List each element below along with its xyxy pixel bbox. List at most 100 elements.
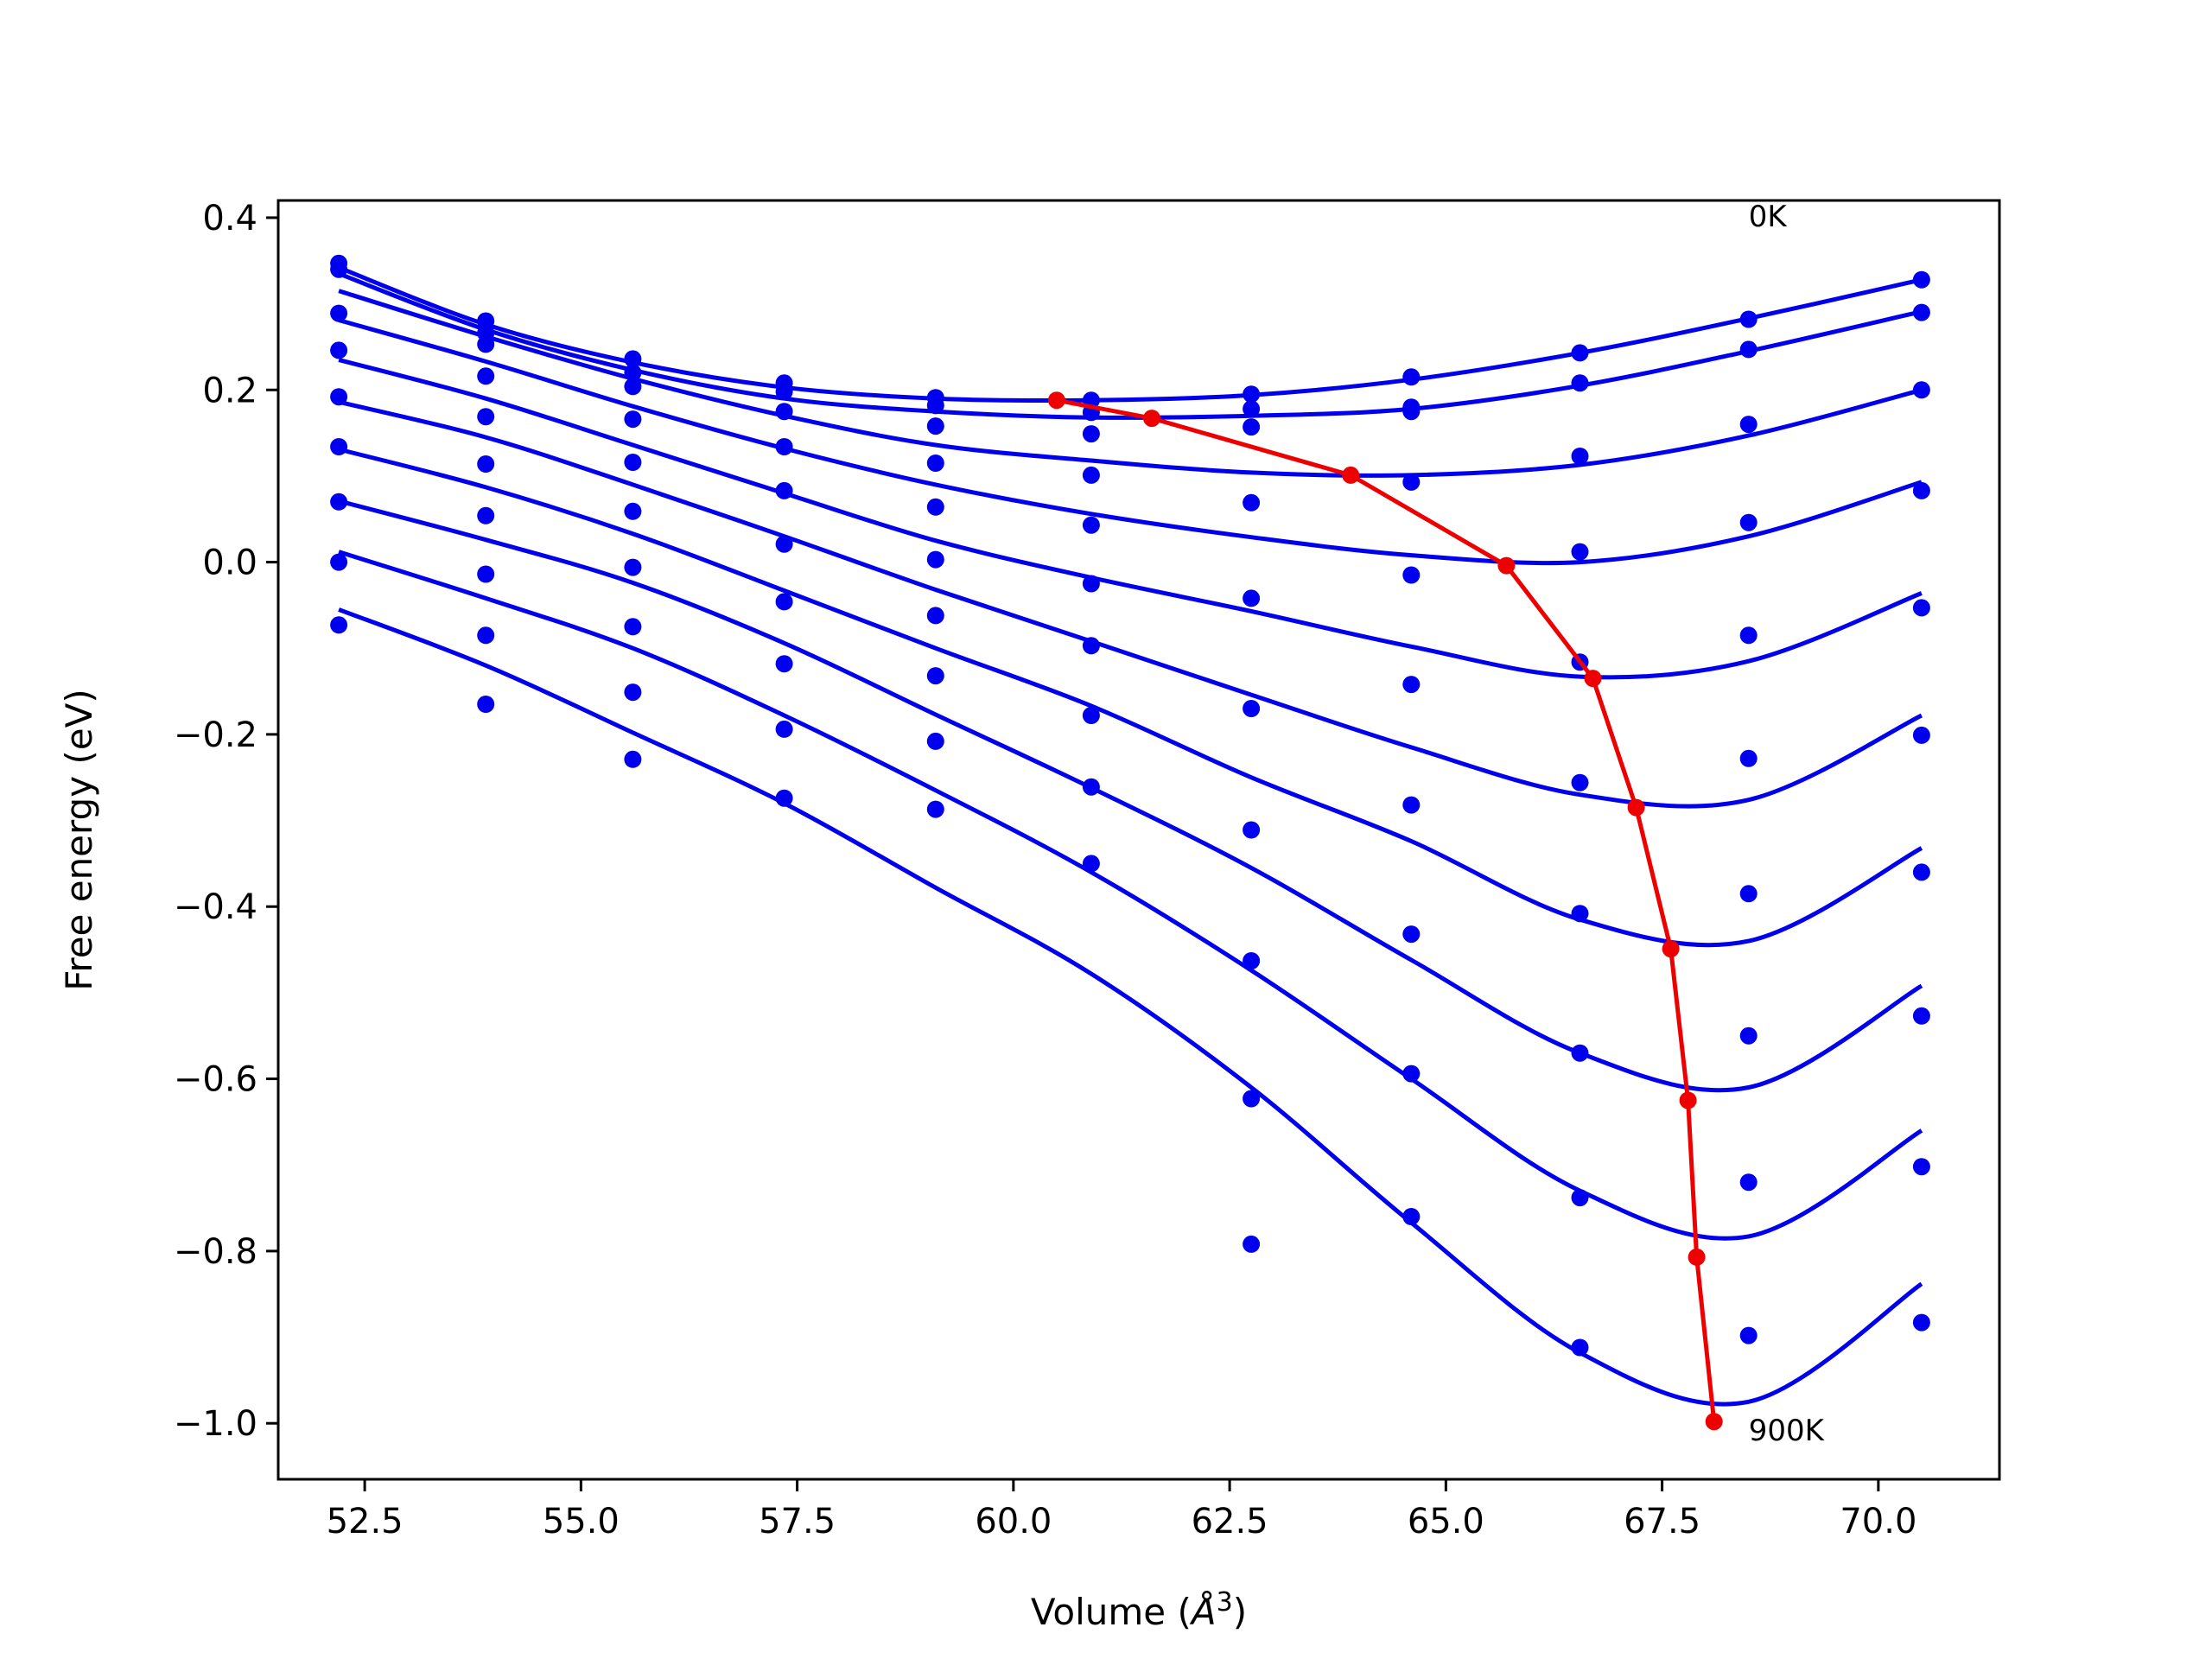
data-point	[926, 498, 944, 516]
data-point	[477, 626, 495, 645]
data-point	[1082, 637, 1100, 655]
data-point	[624, 410, 642, 429]
x-axis-title-unit: Å	[1189, 1590, 1217, 1633]
data-point	[1571, 448, 1589, 465]
data-point	[1912, 863, 1930, 881]
data-point	[1571, 1189, 1589, 1207]
x-axis-title-main: Volume (	[1031, 1591, 1192, 1633]
x-tick-label: 65.0	[1408, 1502, 1484, 1541]
data-point	[775, 383, 793, 401]
y-axis: 0.4 0.2 0.0 −0.2 −0.4 −0.6 −0.8 −1.0	[174, 199, 278, 1444]
data-point	[1082, 778, 1100, 796]
x-tick-label: 67.5	[1624, 1502, 1700, 1541]
minimum-point	[1047, 391, 1065, 410]
data-point	[926, 732, 944, 750]
data-point	[1243, 385, 1261, 404]
data-point	[330, 616, 348, 634]
data-point	[1912, 599, 1930, 617]
data-point	[1243, 821, 1261, 839]
data-point	[477, 335, 495, 353]
data-point	[1082, 707, 1100, 724]
x-tick-label: 55.0	[543, 1502, 620, 1541]
data-point	[775, 720, 793, 738]
data-point	[1402, 925, 1421, 944]
data-point	[1402, 473, 1421, 491]
data-point	[330, 260, 348, 278]
data-point	[1402, 676, 1421, 694]
data-point	[330, 304, 348, 322]
data-point	[1082, 425, 1100, 443]
minimum-line	[1056, 397, 1717, 1422]
y-tick-label: −0.6	[174, 1060, 257, 1100]
data-point	[1082, 466, 1100, 484]
data-point	[1739, 1173, 1758, 1192]
fit-curve-5	[338, 399, 1923, 809]
data-point	[1739, 340, 1758, 359]
data-point	[1243, 418, 1261, 436]
data-point	[1243, 952, 1261, 969]
data-point	[775, 789, 793, 807]
fit-curve-9	[338, 607, 1923, 1407]
data-point	[1739, 416, 1758, 434]
data-point	[1243, 493, 1261, 512]
data-point	[477, 312, 495, 330]
data-point	[624, 378, 642, 396]
data-point	[1243, 1235, 1261, 1253]
data-point	[926, 417, 944, 435]
data-point	[1912, 381, 1930, 399]
y-tick-label: 0.0	[202, 543, 257, 583]
temperature-annotation: 0K	[1749, 200, 1789, 234]
data-point	[624, 750, 642, 768]
data-point	[1739, 626, 1758, 645]
data-point	[1912, 726, 1930, 744]
data-point	[926, 550, 944, 569]
fit-curve-1	[338, 271, 1923, 420]
minimum-point	[1143, 410, 1160, 428]
data-point	[775, 481, 793, 499]
minimum-point	[1679, 1091, 1697, 1109]
data-point	[330, 388, 348, 406]
data-point	[1912, 481, 1930, 499]
data-point	[1402, 403, 1421, 421]
data-point	[1243, 589, 1261, 607]
x-axis-title-end: )	[1233, 1591, 1247, 1633]
fit-curve-2	[338, 289, 1923, 478]
data-point	[1739, 513, 1758, 531]
data-point	[1082, 575, 1100, 593]
data-point	[1082, 516, 1100, 534]
data-point	[1402, 368, 1421, 386]
data-point	[330, 438, 348, 455]
data-point	[775, 438, 793, 455]
data-point	[624, 683, 642, 702]
data-point	[1571, 905, 1589, 923]
data-point	[926, 607, 944, 625]
data-point	[1912, 1313, 1930, 1332]
data-point	[1571, 1044, 1589, 1062]
minimum-point	[1342, 466, 1360, 484]
data-point	[775, 535, 793, 553]
y-tick-label: −0.8	[174, 1232, 257, 1272]
data-point	[775, 655, 793, 673]
data-point	[1571, 344, 1589, 362]
fit-curve-6	[338, 447, 1923, 948]
data-point	[926, 454, 944, 472]
y-tick-label: 0.4	[202, 199, 257, 238]
data-point	[330, 553, 348, 571]
data-point	[624, 618, 642, 636]
y-axis-title: Free energy (eV)	[58, 689, 100, 991]
data-point	[1571, 773, 1589, 791]
data-point	[330, 341, 348, 359]
y-tick-label: 0.2	[202, 371, 257, 410]
data-point	[1243, 400, 1261, 418]
data-point	[926, 800, 944, 818]
data-point	[1912, 1007, 1930, 1025]
data-point	[477, 506, 495, 524]
y-tick-label: −1.0	[174, 1404, 257, 1444]
x-tick-label: 70.0	[1840, 1502, 1916, 1541]
data-point	[1082, 855, 1100, 873]
data-point	[926, 397, 944, 415]
data-point	[624, 350, 642, 368]
fit-curve-0	[338, 265, 1923, 404]
x-tick-label: 62.5	[1192, 1502, 1268, 1541]
